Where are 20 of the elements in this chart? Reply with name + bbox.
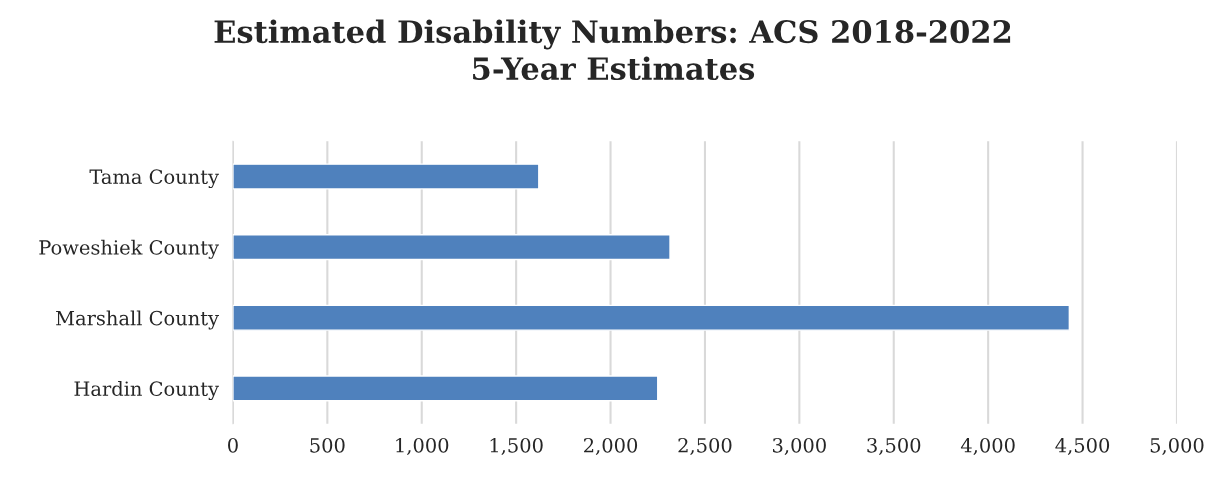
y-tick-label: Marshall County: [56, 310, 219, 330]
bar: [232, 163, 540, 190]
x-tick-label: 2,500: [678, 437, 732, 455]
x-tick-label: 3,500: [867, 437, 921, 455]
x-tick-label: 2,000: [584, 437, 638, 455]
x-tick-label: 4,000: [960, 437, 1015, 455]
bar: [232, 375, 659, 402]
y-tick-label: Tama County: [89, 169, 219, 189]
x-tick-label: 1,500: [490, 437, 543, 455]
bar: [232, 234, 671, 261]
y-tick-label: Poweshiek County: [39, 239, 219, 259]
x-tick-label: 3,000: [773, 437, 826, 455]
x-tick-label: 0: [228, 437, 238, 453]
x-tick-label: 1,000: [396, 437, 449, 455]
x-tick-label: 5,000: [1150, 437, 1204, 455]
x-tick-label: 4,500: [1055, 437, 1110, 455]
x-tick-label: 500: [310, 437, 345, 453]
bar: [232, 304, 1071, 331]
y-tick-label: Hardin County: [74, 381, 219, 401]
chart-title: Estimated Disability Numbers: ACS 2018-2022 5-Year Estimates: [214, 19, 1011, 81]
